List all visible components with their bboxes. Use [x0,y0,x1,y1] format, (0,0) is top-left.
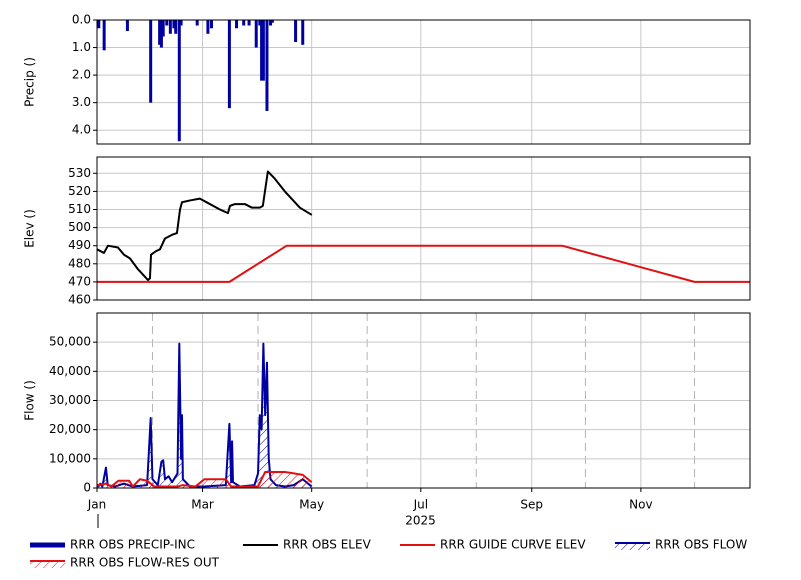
x-axis-label: 2025 [405,514,436,528]
bar [265,20,269,111]
bar [179,20,183,26]
y-axis-label: Elev () [23,209,37,248]
y-tick-label: 480 [68,256,91,270]
bar [242,20,246,26]
y-axis-label: Precip () [23,57,37,107]
plot-frame [96,312,751,489]
bar [294,20,298,43]
area [97,343,312,488]
x-tick-label: Jul [413,498,428,512]
legend-label: RRR OBS PRECIP-INC [70,538,195,552]
line [96,342,313,488]
legend-label: RRR OBS FLOW [655,538,747,552]
y-tick-label: 10,000 [49,451,91,465]
bar [159,20,163,48]
y-tick-label: 3.0 [72,95,91,109]
x-tick-label: Mar [191,498,214,512]
bar [258,20,262,26]
x-tick-label: Sep [520,498,543,512]
bar [227,20,231,109]
legend-label: RRR OBS ELEV [283,538,372,552]
bar [177,20,181,142]
bar [165,20,169,26]
bar [209,20,213,29]
bar [168,20,172,34]
bar [235,20,239,29]
y-tick-label: 510 [68,202,91,216]
bar [174,20,178,34]
y-tick-label: 0 [83,481,91,495]
bar [97,20,101,29]
y-tick-label: 30,000 [49,393,91,407]
legend-label: RRR GUIDE CURVE ELEV [440,538,586,552]
bar [172,20,176,29]
y-tick-label: 40,000 [49,364,91,378]
x-tick-label: Nov [629,498,652,512]
y-tick-label: 1.0 [72,40,91,54]
bar [260,20,264,81]
y-tick-label: 520 [68,184,91,198]
legend-label: RRR OBS FLOW-RES OUT [70,556,220,570]
y-axis-label: Flow () [23,380,37,421]
legend-marker [30,561,65,568]
plot-frame [96,156,751,301]
bar [102,20,106,51]
bar [270,20,274,23]
bar [158,20,162,45]
x-tick-label: May [299,498,324,512]
y-tick-label: 530 [68,166,91,180]
y-tick-label: 490 [68,238,91,252]
bar [261,20,265,81]
y-tick-label: 0.0 [72,13,91,27]
y-tick-label: 470 [68,274,91,288]
bar [254,20,258,48]
bar [247,20,251,26]
line [96,170,313,282]
y-tick-label: 50,000 [49,335,91,349]
bar [301,20,305,45]
line [97,244,750,283]
line [96,470,313,488]
bar [269,20,273,26]
bar [206,20,210,34]
y-tick-label: 4.0 [72,123,91,137]
bar [149,20,153,103]
legend-marker [615,543,650,550]
bar [125,20,129,32]
x-tick-label: Jan [87,498,107,512]
y-tick-label: 2.0 [72,68,91,82]
bar [195,20,199,26]
y-tick-label: 20,000 [49,422,91,436]
bar [161,20,165,37]
y-tick-label: 460 [68,293,91,307]
y-tick-label: 500 [68,220,91,234]
plot-frame [96,19,751,145]
